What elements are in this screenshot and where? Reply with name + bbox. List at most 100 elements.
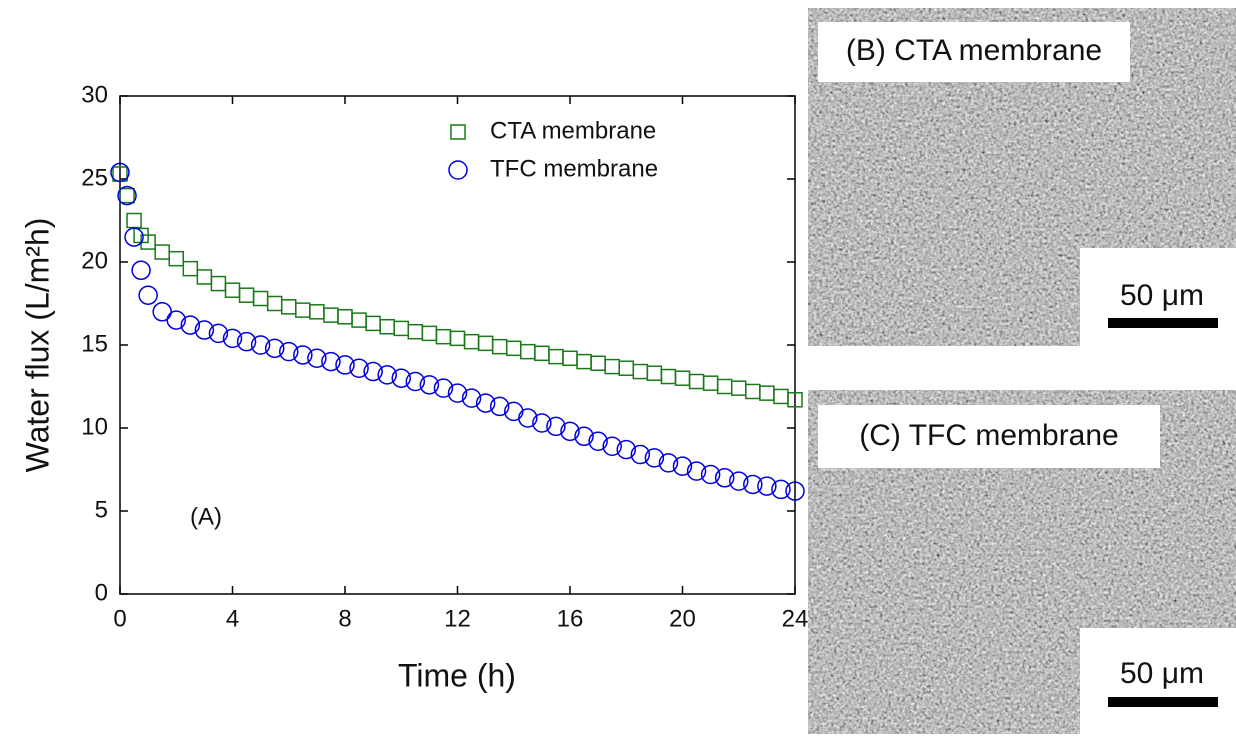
y-tick-label: 10 — [81, 413, 108, 440]
scale-box — [1080, 628, 1236, 734]
x-tick-label: 16 — [557, 605, 584, 632]
marker — [646, 365, 663, 381]
marker — [252, 290, 269, 307]
marker — [475, 393, 496, 413]
marker — [307, 348, 327, 369]
marker — [266, 295, 283, 312]
marker — [166, 310, 186, 330]
marker — [688, 373, 705, 390]
scale-bar-label: 50 μm — [1120, 657, 1204, 690]
marker — [489, 396, 510, 417]
marker — [604, 358, 620, 375]
marker — [491, 338, 508, 355]
marker — [433, 378, 454, 398]
marker — [182, 260, 199, 277]
marker — [321, 351, 341, 372]
marker — [618, 360, 634, 376]
marker — [264, 338, 285, 359]
marker — [477, 335, 494, 352]
marker — [391, 368, 411, 388]
legend-label: CTA membrane — [490, 117, 656, 144]
marker — [548, 348, 564, 365]
marker — [630, 444, 651, 465]
marker — [194, 320, 215, 340]
y-axis-label: Water flux (L/m²h) — [19, 218, 55, 473]
marker — [180, 315, 201, 335]
marker — [349, 358, 369, 378]
marker — [295, 302, 311, 318]
marker — [574, 426, 594, 447]
marker — [365, 315, 381, 332]
marker — [702, 375, 719, 391]
marker — [787, 392, 803, 408]
x-tick-label: 12 — [444, 605, 471, 632]
marker — [616, 439, 636, 460]
marker — [632, 363, 649, 380]
y-tick-label: 30 — [81, 81, 108, 108]
marker — [716, 378, 733, 395]
marker — [419, 375, 440, 395]
image-label: (C) TFC membrane — [859, 419, 1118, 452]
marker — [236, 331, 257, 352]
panel-b: (B) CTA membrane 50 μm — [808, 8, 1236, 346]
marker — [743, 474, 763, 495]
legend-marker — [450, 124, 466, 140]
marker — [279, 341, 299, 362]
y-tick-label: 25 — [81, 164, 108, 191]
legend-marker — [448, 160, 468, 180]
marker — [407, 323, 424, 340]
marker — [729, 471, 749, 491]
label-box — [818, 22, 1130, 82]
y-tick-label: 0 — [95, 579, 108, 606]
marker — [447, 383, 468, 403]
marker — [773, 388, 789, 405]
marker — [421, 325, 438, 342]
marker — [562, 350, 578, 367]
marker — [534, 345, 550, 362]
marker — [126, 212, 142, 229]
marker — [379, 318, 395, 335]
marker — [520, 343, 536, 360]
marker — [644, 448, 665, 468]
annotation: (A) — [190, 503, 222, 530]
marker — [337, 309, 353, 325]
marker — [759, 385, 775, 401]
marker — [560, 421, 580, 442]
y-tick-label: 15 — [81, 330, 108, 357]
marker — [377, 365, 397, 385]
marker — [771, 479, 791, 500]
marker — [363, 361, 383, 382]
marker — [658, 453, 679, 473]
marker — [532, 413, 552, 433]
image-label: (B) CTA membrane — [846, 34, 1102, 67]
marker — [660, 368, 677, 385]
x-tick-label: 24 — [782, 605, 809, 632]
marker — [119, 187, 135, 204]
marker — [518, 408, 538, 428]
marker — [222, 328, 243, 349]
marker — [131, 260, 151, 281]
marker — [154, 244, 170, 260]
marker — [405, 371, 426, 392]
marker — [224, 282, 241, 298]
marker — [351, 312, 367, 328]
marker — [138, 285, 158, 305]
y-tick-label: 5 — [95, 496, 108, 523]
marker — [546, 416, 566, 437]
panel-c: (C) TFC membrane 50 μm — [808, 390, 1236, 734]
marker — [731, 380, 747, 396]
x-tick-label: 20 — [669, 605, 696, 632]
x-axis-label: Time (h) — [398, 657, 516, 693]
marker — [590, 355, 606, 372]
marker — [208, 323, 229, 344]
x-tick-label: 8 — [338, 605, 351, 632]
marker — [124, 227, 144, 247]
marker — [745, 383, 761, 400]
marker — [250, 335, 271, 355]
marker — [449, 330, 466, 347]
marker — [714, 468, 735, 488]
marker — [674, 370, 691, 386]
scale-bar — [1108, 318, 1218, 328]
marker — [700, 464, 721, 485]
